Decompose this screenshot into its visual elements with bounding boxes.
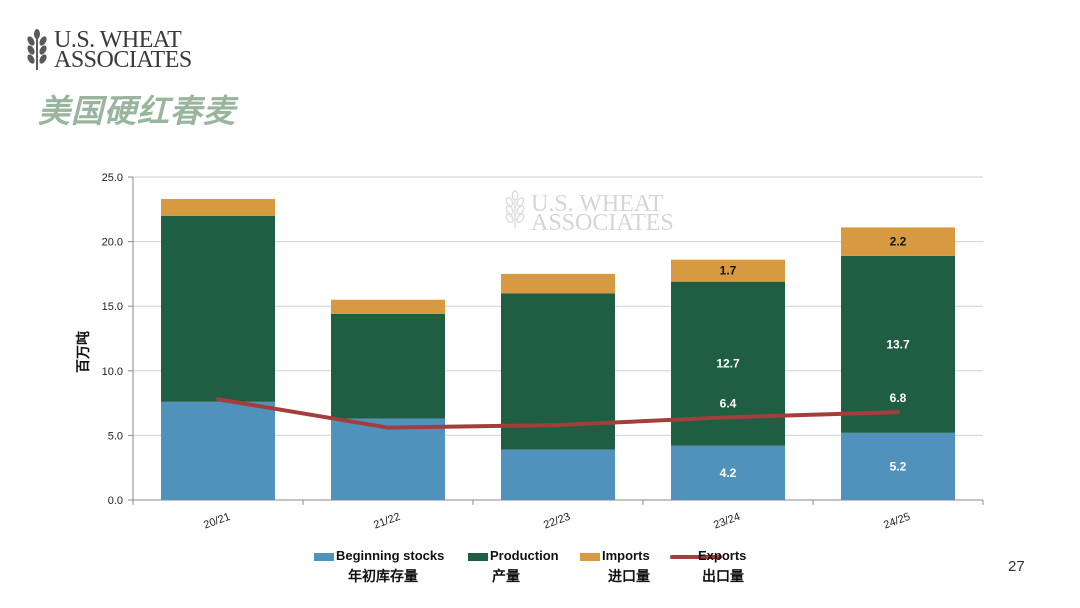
bar-production	[161, 215, 275, 402]
y-tick-label: 25.0	[102, 172, 123, 184]
bar-beginning-stocks	[671, 445, 785, 500]
bar-beginning-stocks	[161, 401, 275, 500]
watermark-line-2: ASSOCIATES	[531, 210, 674, 236]
bar-imports	[501, 273, 615, 294]
legend-line-exports	[670, 555, 722, 559]
page-number: 27	[1008, 558, 1025, 575]
x-tick-label: 23/24	[712, 511, 742, 532]
watermark-wheat-icon	[505, 190, 525, 229]
y-tick-label: 15.0	[102, 301, 123, 313]
page-title: 美国硬红春麦	[38, 92, 237, 130]
bars-layer	[161, 198, 955, 500]
data-label-production: 13.7	[886, 337, 910, 351]
x-tick-label: 20/21	[202, 511, 232, 532]
legend-label-beginning-stocks: Beginning stocks	[336, 548, 445, 563]
data-labels-layer: 1.7 12.7 6.4 4.2 2.2 13.7 6.8 5.2	[716, 235, 910, 480]
legend-swatch-production	[468, 553, 488, 561]
exports-line-layer	[216, 397, 900, 430]
y-axis-title: 百万吨	[75, 331, 92, 373]
legend-label-exports: Exports	[698, 548, 747, 563]
x-tick-label: 21/22	[372, 511, 402, 532]
bar-beginning-stocks	[331, 418, 445, 500]
data-label-beginning-stocks: 4.2	[720, 466, 737, 480]
legend-swatch-imports	[580, 553, 600, 561]
data-label-imports: 2.2	[890, 235, 907, 249]
legend-label-zh-beginning-stocks: 年初库存量	[348, 569, 418, 585]
usw-logo: U.S. WHEAT ASSOCIATES	[24, 28, 192, 72]
logo-line-1: U.S. WHEAT	[54, 27, 182, 53]
logo-line-2: ASSOCIATES	[54, 47, 192, 73]
data-label-beginning-stocks: 5.2	[890, 459, 907, 473]
bar-beginning-stocks	[501, 449, 615, 500]
legend-label-zh-exports: 出口量	[702, 569, 744, 585]
x-tick-label: 22/23	[542, 511, 572, 532]
watermark-line-1: U.S. WHEAT	[531, 191, 664, 217]
data-label-imports: 1.7	[720, 264, 737, 278]
legend-label-zh-imports: 进口量	[608, 569, 650, 585]
y-tick-label: 0.0	[108, 495, 123, 507]
watermark: U.S. WHEAT ASSOCIATES	[505, 190, 674, 236]
bar-production	[841, 255, 955, 433]
wheat-logo-icon	[27, 29, 47, 70]
logo-text: U.S. WHEAT ASSOCIATES	[54, 27, 192, 73]
y-tick-label: 5.0	[108, 430, 123, 442]
y-tick-label: 10.0	[102, 366, 123, 378]
data-label-production: 12.7	[716, 357, 740, 371]
legend-label-zh-production: 产量	[492, 569, 520, 585]
bar-imports	[331, 299, 445, 314]
exports-line	[216, 397, 900, 430]
legend-swatch-beginning-stocks	[314, 553, 334, 561]
bar-production	[331, 313, 445, 419]
data-label-exports: 6.4	[720, 396, 737, 410]
bar-imports	[671, 259, 785, 282]
x-tick-label: 24/25	[882, 511, 912, 532]
bar-imports	[161, 198, 275, 216]
bar-beginning-stocks	[841, 432, 955, 500]
y-tick-label: 20.0	[102, 237, 123, 249]
data-label-exports: 6.8	[890, 391, 907, 405]
legend-label-production: Production	[490, 548, 559, 563]
legend-label-imports: Imports	[602, 548, 650, 563]
bar-imports	[841, 227, 955, 256]
